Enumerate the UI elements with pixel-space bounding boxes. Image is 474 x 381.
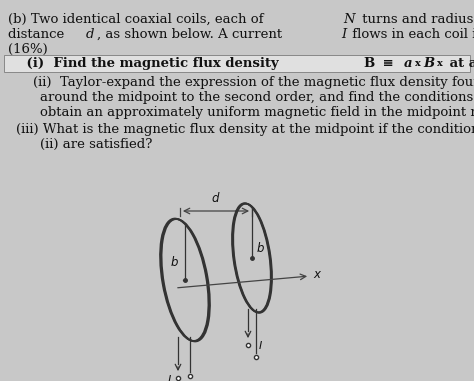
Text: B: B: [364, 57, 374, 70]
Text: d: d: [86, 28, 95, 41]
Text: (b) Two identical coaxial coils, each of: (b) Two identical coaxial coils, each of: [8, 13, 268, 26]
Text: (16%): (16%): [8, 43, 48, 56]
Text: around the midpoint to the second order, and find the conditions required to: around the midpoint to the second order,…: [40, 91, 474, 104]
Text: flows in each coil in the same direction.: flows in each coil in the same direction…: [348, 28, 474, 41]
Text: at a point midway between the coils.: at a point midway between the coils.: [445, 57, 474, 70]
Text: B: B: [364, 57, 374, 70]
Text: b: b: [171, 256, 179, 269]
Text: d: d: [86, 28, 95, 41]
Text: I: I: [341, 28, 346, 41]
Text: distance: distance: [8, 28, 69, 41]
Text: , as shown below. A current: , as shown below. A current: [97, 28, 286, 41]
FancyBboxPatch shape: [4, 55, 470, 72]
Text: I: I: [168, 375, 171, 381]
Text: (ii)  Taylor-expand the expression of the magnetic flux density found in (i): (ii) Taylor-expand the expression of the…: [16, 76, 474, 89]
Text: a: a: [404, 57, 413, 70]
Text: x: x: [415, 59, 421, 69]
Text: N: N: [343, 13, 355, 26]
Text: turns and radius of: turns and radius of: [358, 13, 474, 26]
Text: d: d: [211, 192, 219, 205]
Text: (i)  Find the magnetic flux density: (i) Find the magnetic flux density: [8, 57, 283, 70]
Text: turns and radius of: turns and radius of: [358, 13, 474, 26]
Text: (i)  Find the magnetic flux density: (i) Find the magnetic flux density: [8, 57, 283, 70]
Text: (ii) are satisfied?: (ii) are satisfied?: [40, 138, 152, 151]
Text: obtain an approximately uniform magnetic field in the midpoint region.: obtain an approximately uniform magnetic…: [40, 106, 474, 119]
Text: (16%): (16%): [8, 43, 48, 56]
Text: x: x: [438, 59, 443, 69]
Text: (b) Two identical coaxial coils, each of: (b) Two identical coaxial coils, each of: [8, 13, 268, 26]
Text: b: b: [257, 242, 264, 255]
Text: flows in each coil in the same direction.: flows in each coil in the same direction…: [348, 28, 474, 41]
Text: a: a: [404, 57, 413, 70]
Text: N: N: [343, 13, 355, 26]
Text: B: B: [423, 57, 434, 70]
Text: distance: distance: [8, 28, 69, 41]
Text: (iii) What is the magnetic flux density at the midpoint if the conditions found : (iii) What is the magnetic flux density …: [16, 123, 474, 136]
Text: ≡: ≡: [378, 57, 398, 70]
Text: , as shown below. A current: , as shown below. A current: [97, 28, 286, 41]
Text: x: x: [313, 269, 320, 282]
Text: x: x: [415, 59, 421, 69]
Text: B: B: [423, 57, 434, 70]
Text: ≡: ≡: [378, 57, 398, 70]
Text: x: x: [438, 59, 443, 69]
Text: I: I: [259, 341, 262, 351]
Text: at a point midway between the coils.: at a point midway between the coils.: [445, 57, 474, 70]
Text: I: I: [341, 28, 346, 41]
